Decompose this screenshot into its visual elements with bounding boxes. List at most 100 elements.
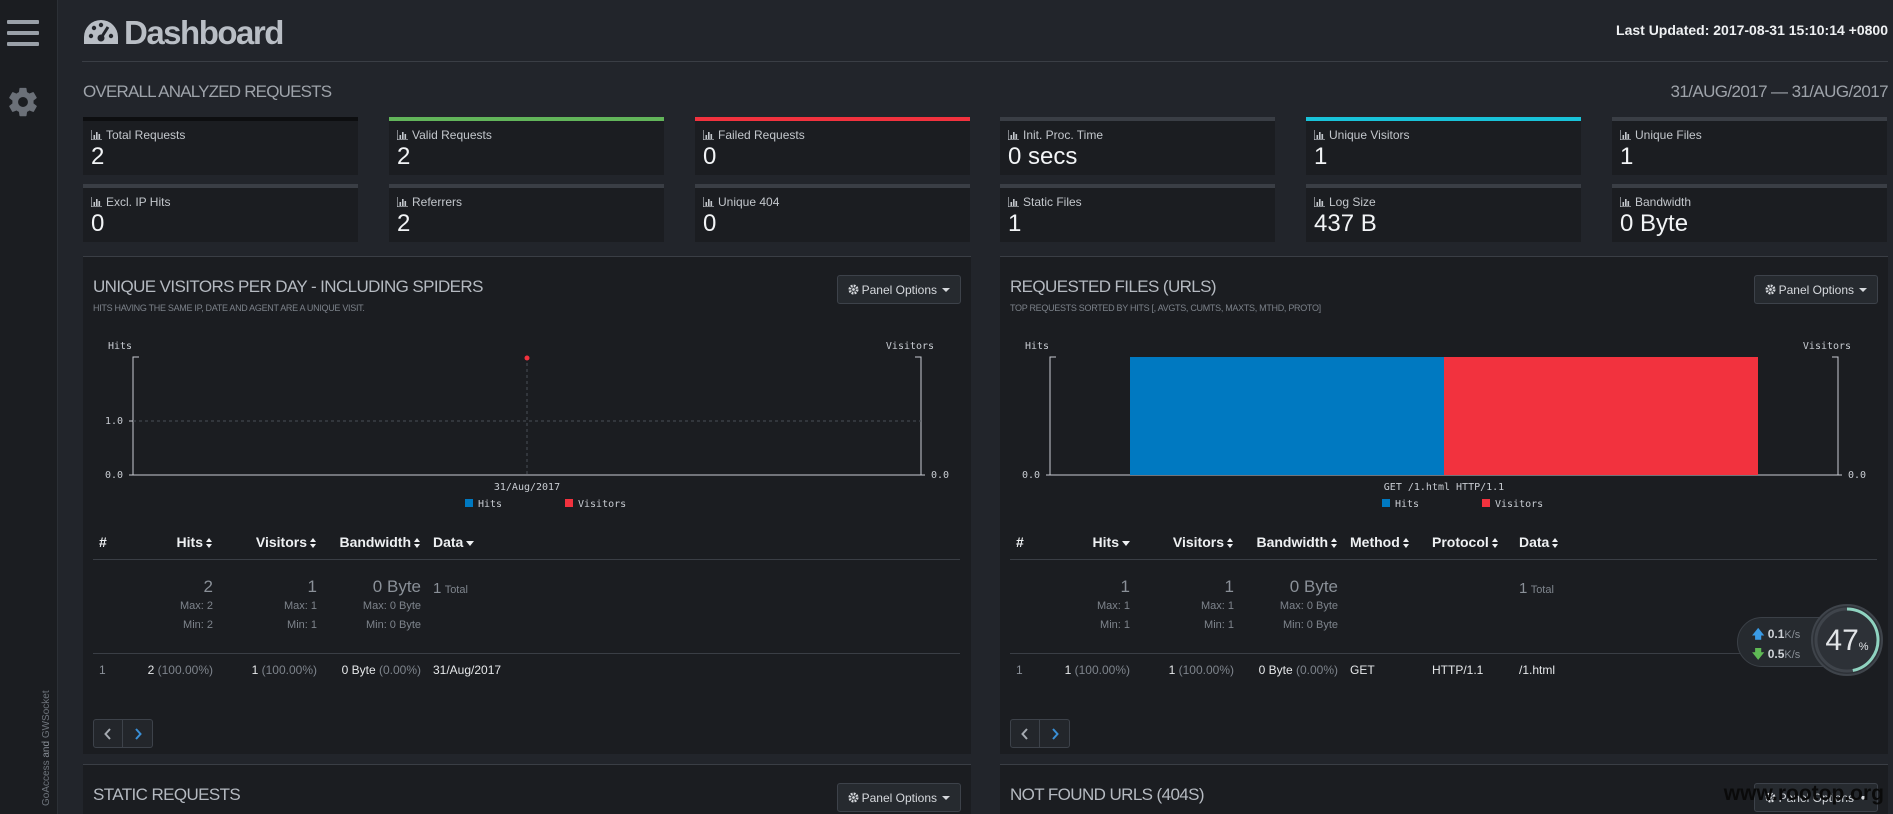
brand: Dashboard bbox=[82, 14, 284, 52]
prev-page-button[interactable] bbox=[93, 719, 123, 748]
pagination bbox=[93, 719, 153, 748]
gear-icon bbox=[848, 284, 859, 295]
row-bandwidth-pct: (0.00%) bbox=[1295, 663, 1338, 678]
col-header-visitors[interactable]: Visitors bbox=[1136, 525, 1240, 560]
table-header: # Hits Visitors Bandwidth Method Protoco… bbox=[1010, 525, 1877, 560]
prev-page-button[interactable] bbox=[1010, 719, 1040, 748]
overall-heading: OVERALL ANALYZED REQUESTS bbox=[83, 82, 332, 101]
row-bandwidth-pct: (0.00%) bbox=[378, 663, 421, 678]
col-header-bandwidth[interactable]: Bandwidth bbox=[1240, 525, 1344, 560]
next-page-button[interactable] bbox=[123, 719, 153, 748]
summary-hits-max: Max: 2 bbox=[179, 600, 213, 612]
credit-and-text: and bbox=[41, 738, 52, 761]
panel-options-label: Panel Options bbox=[1778, 282, 1854, 297]
legend-swatch-hits bbox=[1382, 499, 1390, 507]
metric-label: Bandwidth bbox=[1620, 195, 1879, 209]
panel-title: STATIC REQUESTS bbox=[93, 785, 241, 804]
y2-axis-label: Visitors bbox=[1803, 341, 1851, 352]
panel-title: REQUESTED FILES (URLS) bbox=[1010, 277, 1217, 296]
y-axis-line bbox=[132, 356, 139, 476]
panel-options-button[interactable]: Panel Options bbox=[1753, 275, 1878, 304]
summary-bandwidth: 0 Byte bbox=[1289, 577, 1338, 596]
y-tick-label: 0.0 bbox=[105, 470, 123, 481]
page-header: Dashboard Last Updated: 2017-08-31 15:10… bbox=[82, 12, 1888, 62]
metric-label: Unique Files bbox=[1620, 128, 1879, 142]
summary-data-count: 1 bbox=[433, 579, 442, 597]
y-axis-label: Hits bbox=[108, 341, 132, 352]
metric-value: 0 Byte bbox=[1620, 210, 1689, 237]
metric-label: Total Requests bbox=[91, 128, 350, 142]
requested-files-chart: Hits Visitors 0.0 0.0 GET /1.html HTTP/1.1 Hi… bbox=[1022, 341, 1866, 510]
sort-icon bbox=[1491, 538, 1499, 549]
gear-icon bbox=[1765, 284, 1776, 295]
col-header-bandwidth[interactable]: Bandwidth bbox=[323, 525, 427, 560]
row-visitors: 1 bbox=[251, 663, 259, 678]
bar-chart-icon bbox=[397, 197, 408, 207]
x-tick-label: 31/Aug/2017 bbox=[494, 482, 560, 493]
col-header-index: # bbox=[1010, 525, 1058, 560]
static-requests-panel: STATIC REQUESTS Panel Options bbox=[83, 764, 971, 814]
panel-subtitle: HITS HAVING THE SAME IP, DATE AND AGENT … bbox=[93, 303, 365, 313]
upload-speed: 🡅 0.1K/s bbox=[1752, 627, 1801, 641]
metric-card: Unique Files 1 bbox=[1612, 117, 1887, 175]
panel-options-button[interactable]: Panel Options bbox=[836, 783, 961, 812]
bar-chart-icon bbox=[703, 197, 714, 207]
summary-data-total: Total bbox=[1530, 583, 1554, 596]
col-header-data[interactable]: Data bbox=[1513, 525, 1877, 560]
credit-text: GoAccess and GWSocket bbox=[41, 656, 52, 806]
legend-swatch-visitors bbox=[1482, 499, 1490, 507]
table-row[interactable]: 1 2 (100.00%) 1 (100.00%) 0 Byte (0.00%)… bbox=[93, 652, 960, 687]
summary-data-count: 1 bbox=[1519, 579, 1528, 597]
x-tick-label: GET /1.html HTTP/1.1 bbox=[1384, 482, 1504, 493]
panel-options-button[interactable]: Panel Options bbox=[836, 275, 961, 304]
menu-icon[interactable] bbox=[7, 20, 39, 46]
percent-value: 47% bbox=[1825, 624, 1869, 657]
chevron-left-icon bbox=[104, 727, 111, 740]
next-page-button[interactable] bbox=[1040, 719, 1070, 748]
requested-files-panel: REQUESTED FILES (URLS) TOP REQUESTS SORT… bbox=[1000, 256, 1888, 754]
legend-label-visitors: Visitors bbox=[1495, 499, 1543, 510]
chevron-down-icon bbox=[1859, 795, 1867, 800]
summary-hits: 2 bbox=[203, 577, 213, 596]
y2-tick-label: 0.0 bbox=[1848, 470, 1866, 481]
metric-label: Log Size bbox=[1314, 195, 1573, 209]
gear-icon bbox=[848, 792, 859, 803]
metric-card: Static Files 1 bbox=[1000, 184, 1275, 242]
not-found-panel: NOT FOUND URLS (404S) Panel Options bbox=[1000, 764, 1888, 814]
metric-value: 437 B bbox=[1314, 210, 1377, 237]
requested-files-table: # Hits Visitors Bandwidth Method Protoco… bbox=[1010, 525, 1877, 687]
summary-bandwidth-max: Max: 0 Byte bbox=[362, 600, 421, 612]
gear-icon bbox=[1765, 792, 1776, 803]
metric-label: Excl. IP Hits bbox=[91, 195, 350, 209]
chevron-right-icon bbox=[134, 727, 142, 740]
row-bandwidth: 0 Byte bbox=[341, 663, 376, 678]
sort-icon bbox=[310, 538, 317, 549]
metric-value: 2 bbox=[397, 143, 411, 170]
table-row[interactable]: 1 1 (100.00%) 1 (100.00%) 0 Byte (0.00%)… bbox=[1010, 652, 1877, 687]
metric-label: Referrers bbox=[397, 195, 656, 209]
last-updated: Last Updated: 2017-08-31 15:10:14 +0800 bbox=[1616, 22, 1888, 38]
col-header-protocol[interactable]: Protocol bbox=[1426, 525, 1513, 560]
metric-value: 1 bbox=[1008, 210, 1022, 237]
panel-subtitle: TOP REQUESTS SORTED BY HITS [, AVGTS, CU… bbox=[1010, 303, 1321, 313]
metric-label: Unique Visitors bbox=[1314, 128, 1573, 142]
bar-hits bbox=[1130, 357, 1444, 475]
col-header-visitors[interactable]: Visitors bbox=[219, 525, 323, 560]
y2-axis-line bbox=[1832, 356, 1839, 476]
row-hits-pct: (100.00%) bbox=[157, 663, 213, 678]
watermark-text: www.rootop.org bbox=[1723, 782, 1884, 805]
panel-options-button[interactable]: Panel Options bbox=[1753, 783, 1878, 812]
metric-card: Failed Requests 0 bbox=[695, 117, 970, 175]
credit-gwsocket-link[interactable]: GWSocket bbox=[41, 690, 52, 739]
metric-value: 2 bbox=[397, 210, 411, 237]
col-header-data[interactable]: Data bbox=[427, 525, 960, 560]
credit-goaccess-link[interactable]: GoAccess bbox=[41, 760, 52, 806]
sidebar: GoAccess and GWSocket bbox=[0, 0, 58, 814]
col-header-hits[interactable]: Hits bbox=[1058, 525, 1136, 560]
percent-gauge: 47% bbox=[1811, 604, 1883, 676]
col-header-hits[interactable]: Hits bbox=[141, 525, 219, 560]
col-header-method[interactable]: Method bbox=[1344, 525, 1426, 560]
metric-card: Valid Requests 2 bbox=[389, 117, 664, 175]
gear-icon[interactable] bbox=[6, 85, 40, 119]
legend-swatch-hits bbox=[465, 499, 473, 507]
